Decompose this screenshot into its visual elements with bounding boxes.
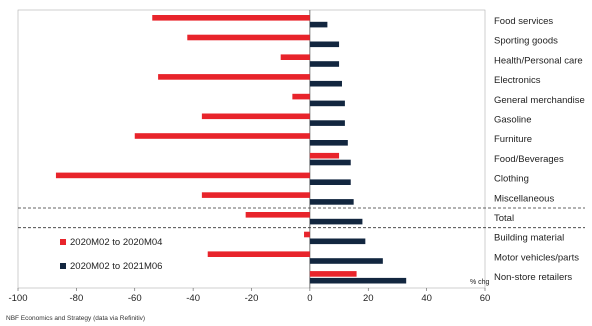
bar-total-2021m06	[309, 218, 363, 225]
category-label-motor-vehicles-parts: Motor vehicles/parts	[494, 252, 579, 263]
bar-motor-vehicles-parts-2021m06	[309, 258, 383, 264]
x-tick-label: -60	[128, 293, 142, 304]
legend: 2020M02 to 2020M04 2020M02 to 2021M06	[60, 237, 162, 272]
x-tick-label: -40	[186, 293, 200, 304]
x-tick-label: 0	[307, 293, 312, 304]
bar-food-beverages-2021m06	[309, 159, 351, 166]
x-tick-label: -20	[245, 293, 259, 304]
category-label-electronics: Electronics	[494, 75, 541, 86]
category-label-sporting-goods: Sporting goods	[494, 36, 558, 47]
category-label-non-store-retailers: Non-store retailers	[494, 272, 572, 283]
x-unit-label: % chg	[470, 279, 490, 286]
x-tick-label: -100	[8, 293, 27, 304]
category-label-miscellaneous: Miscellaneous	[494, 193, 554, 204]
legend-swatch	[60, 263, 66, 269]
bar-non-store-retailers-2021m06	[309, 277, 407, 284]
category-label-furniture: Furniture	[494, 134, 532, 145]
category-labels: Food services Sporting goods Health/Person…	[494, 16, 585, 283]
bar-miscellaneous-2021m06	[309, 199, 354, 205]
legend-label: 2020M02 to 2020M04	[70, 237, 162, 248]
bar-total-2020m04	[245, 212, 310, 218]
bar-motor-vehicles-parts-2020m04	[207, 251, 310, 257]
bar-miscellaneous-2020m04	[201, 192, 310, 198]
bar-gasoline-2020m04	[201, 113, 310, 120]
bar-food-beverages-2020m04	[309, 152, 340, 159]
x-tick-label: 20	[363, 293, 374, 304]
legend-label: 2020M02 to 2021M06	[70, 261, 162, 272]
category-label-gasoline: Gasoline	[494, 115, 532, 126]
bar-sporting-goods-2020m04	[187, 34, 310, 41]
source-note: NBF Economics and Strategy (data via Ref…	[6, 315, 145, 322]
bar-food-services-2020m04	[152, 15, 310, 21]
bar-clothing-2020m04	[55, 172, 310, 179]
bar-non-store-retailers-2020m04	[309, 271, 357, 277]
bar-furniture-2020m04	[134, 133, 310, 139]
separators	[18, 207, 585, 229]
bar-electronics-2020m04	[158, 74, 310, 80]
bar-building-material-2021m06	[309, 238, 366, 245]
x-tick-label: -80	[70, 293, 84, 304]
bar-sporting-goods-2021m06	[309, 41, 340, 48]
category-label-general-merchandise: General merchandise	[494, 95, 585, 106]
x-tick-label: 40	[421, 293, 432, 304]
category-label-clothing: Clothing	[494, 174, 529, 185]
bar-general-merchandise-2020m04	[292, 93, 310, 100]
x-tick-label: 60	[480, 293, 491, 304]
bar-food-services-2021m06	[309, 21, 328, 28]
bar-furniture-2021m06	[309, 140, 348, 146]
bar-clothing-2021m06	[309, 179, 351, 185]
bar-building-material-2020m04	[304, 231, 310, 238]
category-label-food-services: Food services	[494, 16, 553, 27]
bar-gasoline-2021m06	[309, 120, 345, 126]
category-label-building-material: Building material	[494, 233, 564, 244]
category-label-health-personal-care: Health/Personal care	[494, 55, 583, 66]
series-2020m02-2020m04	[55, 15, 357, 277]
bar-general-merchandise-2021m06	[309, 100, 345, 107]
series-2020m02-2021m06	[309, 21, 407, 284]
category-label-food-beverages: Food/Beverages	[494, 154, 564, 165]
legend-swatch	[60, 239, 66, 245]
x-axis: -100 -80 -60 -40 -20 0 20 40 60	[8, 288, 490, 304]
bar-health-personal-care-2020m04	[280, 54, 310, 60]
bar-health-personal-care-2021m06	[309, 61, 340, 67]
bar-electronics-2021m06	[309, 80, 342, 87]
category-label-total: Total	[494, 213, 514, 224]
